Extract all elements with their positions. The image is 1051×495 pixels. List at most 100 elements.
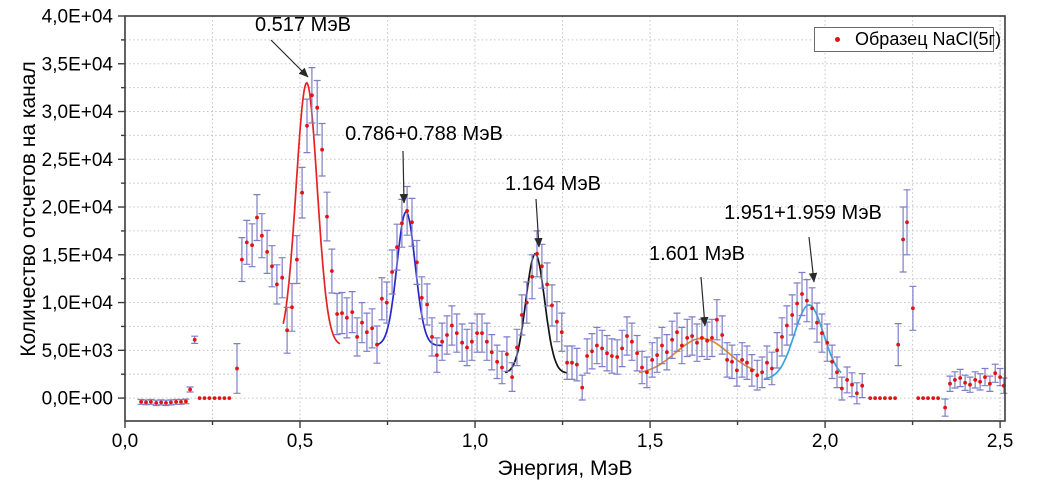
data-point bbox=[169, 400, 173, 405]
data-point bbox=[735, 368, 739, 373]
data-point bbox=[415, 260, 419, 265]
data-point bbox=[685, 336, 690, 340]
legend-marker-dot-icon bbox=[835, 37, 840, 42]
data-point bbox=[868, 396, 873, 400]
data-point bbox=[345, 315, 349, 320]
data-point bbox=[505, 352, 509, 356]
data-point bbox=[710, 336, 714, 340]
peak-annotations: 0.517 МэВ 0.786+0.788 МэВ 1.164 МэВ 1.601 М… bbox=[255, 14, 882, 327]
data-point bbox=[790, 313, 795, 317]
data-point bbox=[335, 312, 339, 316]
data-point bbox=[325, 214, 329, 219]
annotation-arrow bbox=[270, 39, 309, 78]
annotation-arrow bbox=[808, 236, 818, 283]
y-tick-label: 0,0E+00 bbox=[42, 389, 113, 410]
data-point bbox=[217, 396, 222, 400]
data-point bbox=[565, 360, 569, 365]
data-point bbox=[973, 378, 978, 382]
data-point bbox=[445, 333, 449, 337]
data-point bbox=[595, 343, 599, 348]
data-point bbox=[510, 375, 514, 379]
data-point bbox=[235, 366, 239, 371]
data-point bbox=[520, 313, 524, 317]
data-point bbox=[675, 330, 679, 335]
tick-labels: 0,0 0,5 1,0 1,5 2,0 2,5 0,0E+00 5,0E+03 1,0E+04 1… bbox=[42, 7, 1014, 453]
data-point bbox=[480, 331, 484, 335]
data-point bbox=[184, 399, 188, 404]
data-point bbox=[375, 342, 379, 347]
data-point bbox=[765, 360, 769, 365]
data-point bbox=[998, 375, 1002, 379]
data-point bbox=[255, 215, 259, 220]
data-point bbox=[559, 330, 564, 335]
data-point bbox=[610, 354, 614, 358]
data-point bbox=[290, 305, 294, 310]
y-tick-label: 3,0E+04 bbox=[42, 102, 114, 123]
x-tick-label: 1,5 bbox=[637, 431, 663, 452]
data-point bbox=[390, 270, 394, 274]
data-point bbox=[680, 343, 684, 348]
data-point bbox=[535, 251, 539, 256]
data-point bbox=[850, 382, 854, 387]
data-point bbox=[285, 328, 289, 333]
data-point bbox=[775, 348, 779, 353]
data-point bbox=[800, 292, 804, 296]
data-point bbox=[240, 257, 244, 262]
y-tick-label: 1,5E+04 bbox=[42, 245, 114, 266]
data-point bbox=[993, 371, 998, 376]
data-point bbox=[524, 300, 529, 305]
data-point bbox=[740, 358, 744, 362]
data-point bbox=[419, 295, 424, 300]
data-point bbox=[655, 353, 659, 357]
data-point bbox=[780, 335, 784, 339]
data-point bbox=[690, 334, 694, 338]
data-point bbox=[921, 396, 925, 400]
data-point bbox=[958, 376, 963, 380]
data-point bbox=[948, 381, 952, 386]
data-point bbox=[720, 333, 725, 337]
data-point bbox=[905, 220, 909, 225]
data-point bbox=[620, 346, 624, 351]
x-tick-label: 1,0 bbox=[462, 431, 488, 452]
data-point bbox=[585, 354, 589, 358]
data-point bbox=[360, 320, 364, 325]
data-point bbox=[330, 269, 334, 273]
data-point bbox=[936, 396, 940, 400]
data-point bbox=[310, 93, 314, 98]
data-point bbox=[355, 335, 359, 339]
data-point bbox=[810, 306, 814, 311]
y-tick-label: 4,0E+04 bbox=[42, 7, 114, 28]
data-point bbox=[275, 282, 279, 287]
data-point bbox=[988, 381, 992, 386]
data-point bbox=[149, 400, 153, 404]
annotation-arrow bbox=[534, 198, 543, 248]
data-point bbox=[495, 359, 499, 364]
data-point bbox=[315, 105, 320, 110]
data-point bbox=[840, 386, 844, 391]
y-tick-label: 5,0E+03 bbox=[42, 341, 113, 362]
data-point bbox=[500, 365, 504, 370]
data-point bbox=[139, 400, 144, 404]
data-point bbox=[470, 339, 474, 344]
data-point bbox=[630, 339, 634, 344]
data-point bbox=[896, 342, 901, 347]
data-point bbox=[545, 282, 549, 287]
data-point bbox=[305, 123, 309, 128]
data-point bbox=[911, 306, 915, 311]
data-point bbox=[825, 340, 830, 345]
data-point bbox=[400, 221, 404, 226]
data-point bbox=[460, 340, 464, 345]
data-point bbox=[705, 338, 709, 343]
data-point bbox=[805, 298, 809, 303]
y-axis-title: Количество отсчетов на канал bbox=[17, 61, 40, 357]
data-point bbox=[515, 345, 519, 350]
data-point bbox=[540, 264, 544, 269]
y-tick-label: 2,0E+04 bbox=[42, 198, 114, 219]
data-point bbox=[860, 383, 865, 388]
data-point bbox=[635, 351, 639, 356]
data-point bbox=[154, 401, 159, 405]
data-point bbox=[270, 264, 274, 269]
data-point bbox=[943, 405, 947, 410]
data-point bbox=[670, 337, 674, 342]
data-point bbox=[795, 301, 799, 306]
